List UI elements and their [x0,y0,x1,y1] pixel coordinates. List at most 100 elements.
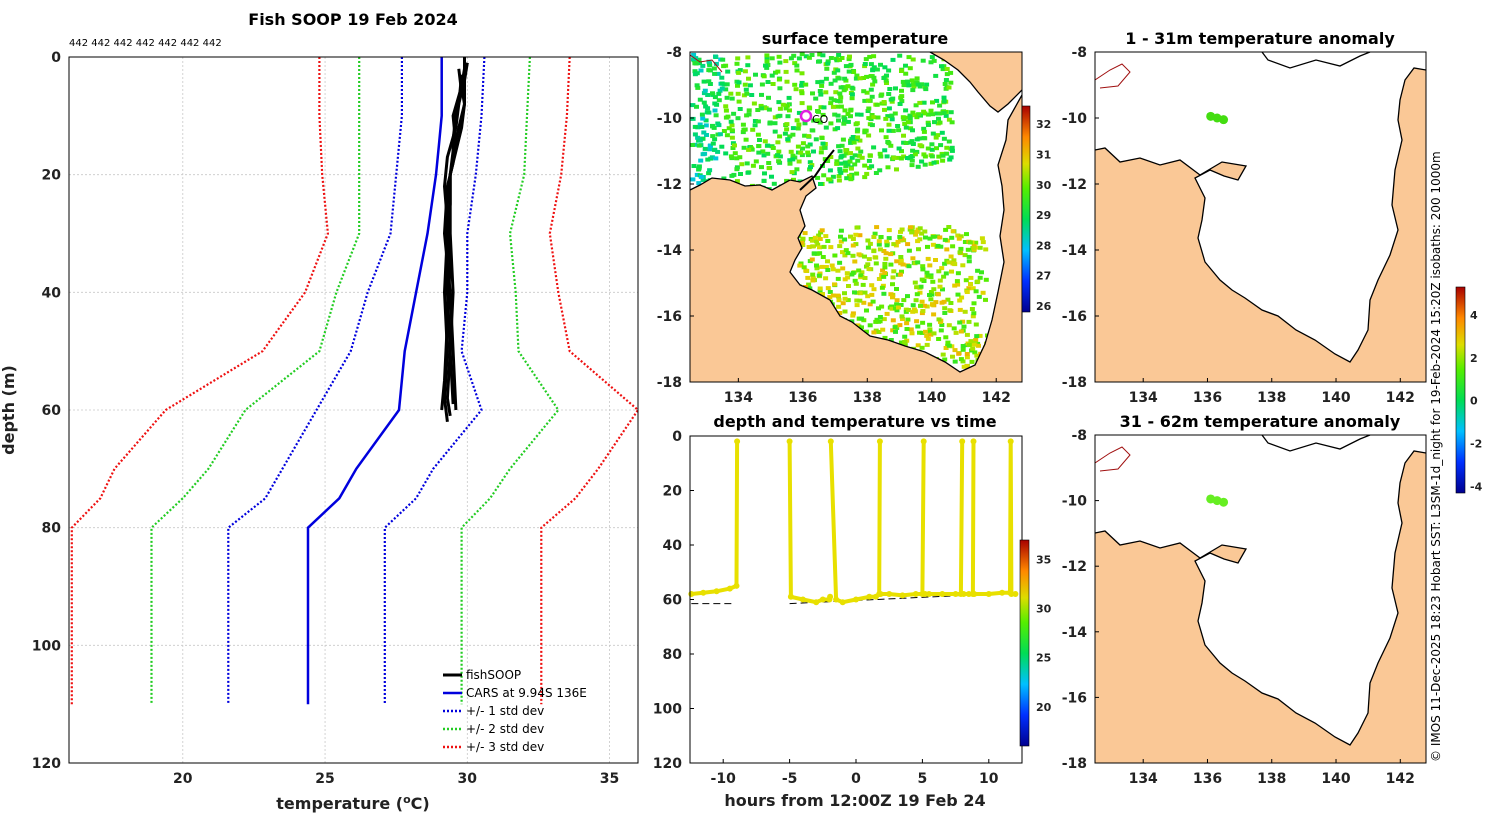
cast-point [866,593,873,600]
sst-pixel [871,249,877,254]
sst-pixel [805,275,811,280]
sst-pixel [694,172,700,177]
sst-pixel [790,126,796,131]
sst-pixel [943,346,949,350]
sst-pixel [854,303,860,308]
cast-point [827,593,834,600]
sst-pixel [928,161,934,166]
sst-pixel [912,309,918,314]
sst-pixel [796,110,802,115]
sst-pixel [979,270,984,275]
sst-land-north [930,52,1022,112]
sst-pixel [910,88,916,93]
sst-ship-marker: CO [799,109,829,126]
sst-pixel [775,140,781,145]
sst-pixel [956,351,962,356]
sst-pixel [871,65,877,70]
sst-pixel [838,104,844,109]
sst-pixel [941,111,947,115]
sst-colorbar-tick-label: 26 [1036,300,1052,313]
sst-pixel [806,105,812,110]
sst-pixel [746,76,751,81]
sst-pixel [791,53,797,58]
sst-pixel [948,254,954,259]
anom-lower-points [1206,494,1229,507]
anomaly-colorbar [1455,286,1466,494]
sst-pixel [762,139,768,144]
sst-pixel [701,100,707,105]
sst-pixel [776,54,782,59]
sst-pixel [711,66,717,71]
sst-pixel [800,146,805,151]
sst-pixel [799,71,805,76]
sst-pixel [830,104,836,109]
sst-pixel [946,260,952,265]
anom-upper-ytick-label: -8 [1071,45,1087,61]
sst-pixel [902,122,908,126]
sst-pixel [825,268,831,272]
sst-pixel [838,239,844,244]
sst-pixel [911,113,917,118]
sst-pixel [857,298,863,303]
sst-pixel [881,291,887,296]
sst-pixel [897,272,903,277]
sst-pixel [837,91,843,96]
sst-pixel [832,253,838,258]
sst-pixel [769,174,774,179]
sst-pixel [939,130,945,135]
sst-pixel [852,278,858,283]
sst-pixel [844,176,850,181]
legend-label-std3: +/- 3 std dev [466,740,544,754]
sst-pixel [953,330,959,335]
sst-pixel [919,231,925,236]
sst-pixel [698,174,704,179]
legend-label-std2: +/- 2 std dev [466,722,544,736]
sst-pixel [891,155,897,160]
sst-pixel [964,364,970,369]
sst-pixel [805,144,811,149]
anomaly-colorbar-tick-label: -4 [1470,481,1483,494]
sst-pixel [907,66,913,71]
anom-upper-title: 1 - 31m temperature anomaly [1125,29,1395,48]
sst-pixel [836,298,842,303]
sst-pixel [802,231,808,236]
sst-pixel [966,319,972,324]
sst-pixel [701,130,707,135]
sst-pixel [870,299,876,304]
sst-pixel [922,303,928,308]
sst-pixel [866,267,872,271]
sst-pixel [696,164,702,169]
sst-pixel [889,117,895,122]
sst-pixel [852,153,858,158]
sst-pixel [855,323,861,328]
sst-pixel [723,151,729,156]
sst-pixel [823,265,829,269]
sst-pixel [869,94,875,99]
sst-pixel [906,55,912,60]
dt-ytick-label: 60 [663,593,683,609]
sst-pixel [934,111,940,116]
sst-pixel [782,131,788,136]
sst-pixel [694,83,700,88]
dt-colorbar-tick-label: 25 [1036,652,1051,665]
sst-pixel [846,69,852,74]
sst-pixel [885,165,891,170]
sst-pixel [809,128,815,133]
dt-colorbar-tick-label: 30 [1036,603,1052,616]
sst-pixel [799,52,805,57]
sst-pixel [806,245,812,249]
sst-pixel [852,290,857,295]
sst-pixel [713,61,719,66]
sst-pixel [947,157,953,162]
sst-pixel [854,298,860,303]
sst-pixel [946,85,952,90]
sst-pixel [928,297,934,302]
sst-pixel [905,120,911,125]
sst-pixel [706,171,712,176]
sst-pixel [896,128,902,133]
sst-pixel [736,99,742,104]
sst-pixel [888,252,894,257]
sst-pixel [909,78,915,83]
sst-pixel [839,154,845,159]
